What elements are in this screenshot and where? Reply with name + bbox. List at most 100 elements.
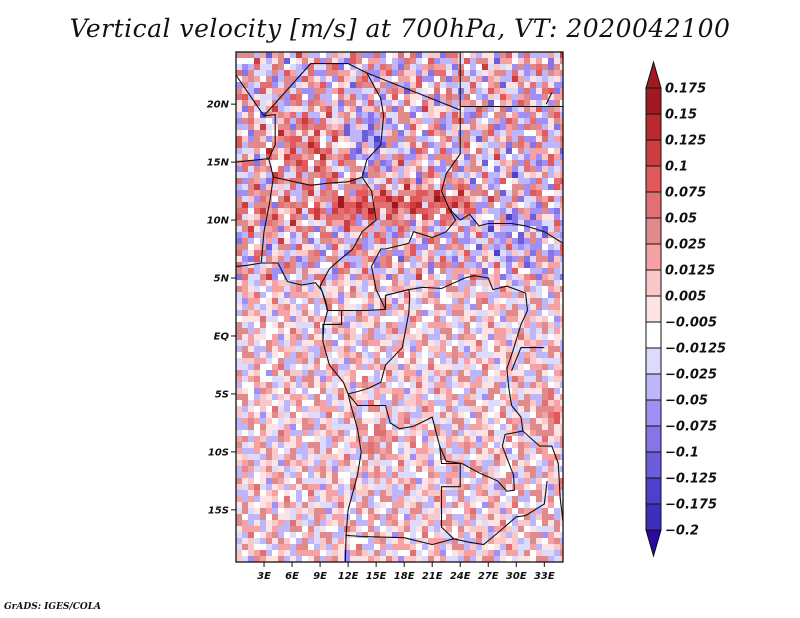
field-cell xyxy=(326,304,332,310)
field-cell xyxy=(320,298,326,304)
field-cell xyxy=(374,466,380,472)
field-cell xyxy=(500,490,506,496)
field-cell xyxy=(440,298,446,304)
field-cell xyxy=(536,328,542,334)
field-cell xyxy=(398,280,404,286)
field-cell xyxy=(398,52,404,58)
field-cell xyxy=(308,208,314,214)
field-cell xyxy=(512,142,518,148)
field-cell xyxy=(560,448,563,454)
field-cell xyxy=(410,70,416,76)
field-cell xyxy=(440,340,446,346)
field-cell xyxy=(536,154,542,160)
field-cell xyxy=(458,394,464,400)
colorbar-box xyxy=(645,243,662,271)
field-cell xyxy=(446,202,452,208)
field-cell xyxy=(506,130,512,136)
field-cell xyxy=(494,394,500,400)
field-cell xyxy=(308,232,314,238)
field-cell xyxy=(482,424,488,430)
field-cell xyxy=(488,124,494,130)
field-cell xyxy=(350,88,356,94)
field-cell xyxy=(284,100,290,106)
field-cell xyxy=(260,106,266,112)
field-cell xyxy=(554,112,560,118)
field-cell xyxy=(392,196,398,202)
field-cell xyxy=(470,208,476,214)
field-cell xyxy=(272,346,278,352)
field-cell xyxy=(374,280,380,286)
field-cell xyxy=(260,76,266,82)
field-cell xyxy=(440,196,446,202)
field-cell xyxy=(308,100,314,106)
field-cell xyxy=(386,406,392,412)
field-cell xyxy=(362,418,368,424)
field-cell xyxy=(368,136,374,142)
field-cell xyxy=(398,208,404,214)
field-cell xyxy=(542,238,548,244)
field-cell xyxy=(386,52,392,58)
field-cell xyxy=(320,160,326,166)
field-cell xyxy=(482,310,488,316)
field-cell xyxy=(236,556,242,562)
field-cell xyxy=(404,220,410,226)
colorbar-top-arrow xyxy=(645,60,662,89)
field-cell xyxy=(422,454,428,460)
field-cell xyxy=(254,268,260,274)
field-cell xyxy=(494,196,500,202)
field-cell xyxy=(404,214,410,220)
field-cell xyxy=(236,52,242,58)
field-cell xyxy=(302,334,308,340)
field-cell xyxy=(314,544,320,550)
field-cell xyxy=(482,100,488,106)
field-cell xyxy=(434,370,440,376)
field-cell xyxy=(458,544,464,550)
field-cell xyxy=(506,322,512,328)
field-cell xyxy=(368,190,374,196)
field-cell xyxy=(290,436,296,442)
field-cell xyxy=(458,310,464,316)
field-cell xyxy=(398,178,404,184)
field-cell xyxy=(338,286,344,292)
field-cell xyxy=(440,172,446,178)
field-cell xyxy=(320,262,326,268)
field-cell xyxy=(440,556,446,562)
field-cell xyxy=(548,454,554,460)
field-cell xyxy=(290,544,296,550)
field-cell xyxy=(374,184,380,190)
field-cell xyxy=(356,358,362,364)
field-cell xyxy=(440,382,446,388)
field-cell xyxy=(386,352,392,358)
vertical-velocity-field xyxy=(236,52,563,562)
field-cell xyxy=(320,166,326,172)
field-cell xyxy=(530,388,536,394)
field-cell xyxy=(458,130,464,136)
field-cell xyxy=(386,118,392,124)
field-cell xyxy=(320,238,326,244)
field-cell xyxy=(272,70,278,76)
field-cell xyxy=(356,304,362,310)
field-cell xyxy=(302,208,308,214)
field-cell xyxy=(392,70,398,76)
field-cell xyxy=(416,232,422,238)
field-cell xyxy=(248,76,254,82)
field-cell xyxy=(434,136,440,142)
field-cell xyxy=(512,424,518,430)
field-cell xyxy=(452,298,458,304)
field-cell xyxy=(368,412,374,418)
field-cell xyxy=(278,220,284,226)
field-cell xyxy=(458,208,464,214)
field-cell xyxy=(434,184,440,190)
field-cell xyxy=(332,496,338,502)
field-cell xyxy=(554,406,560,412)
field-cell xyxy=(434,286,440,292)
field-cell xyxy=(560,88,563,94)
field-cell xyxy=(446,514,452,520)
field-cell xyxy=(452,358,458,364)
field-cell xyxy=(380,310,386,316)
field-cell xyxy=(242,184,248,190)
field-cell xyxy=(482,358,488,364)
field-cell xyxy=(410,142,416,148)
field-cell xyxy=(452,238,458,244)
field-cell xyxy=(302,142,308,148)
